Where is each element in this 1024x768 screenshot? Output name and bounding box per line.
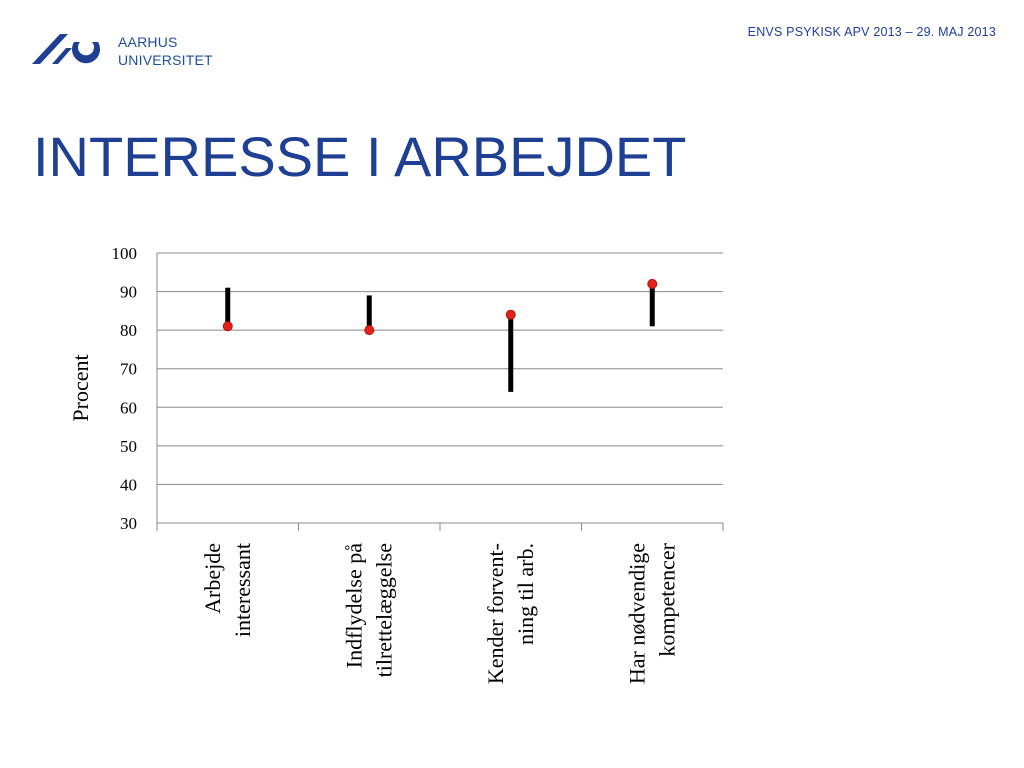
x-category-label: Har nødvendige kompetencer <box>624 542 679 684</box>
university-logo <box>30 30 102 68</box>
aarhus-seal-icon <box>32 34 100 64</box>
y-tick-label: 80 <box>120 321 137 340</box>
y-tick-label: 40 <box>120 475 137 494</box>
university-name: AARHUS UNIVERSITET <box>118 33 213 69</box>
y-tick-label: 50 <box>120 437 137 456</box>
y-tick-label: 60 <box>120 398 137 417</box>
x-category-label-line: interessant <box>230 543 255 637</box>
data-point <box>222 321 233 332</box>
y-axis-label: Procent <box>68 354 93 421</box>
x-category-label-line: Arbejde <box>200 543 225 614</box>
x-category-label: Indflydelse på tilrettelæggelse <box>341 543 396 678</box>
x-category-label-line: Indflydelse på <box>341 543 366 668</box>
y-tick-label: 100 <box>112 244 138 263</box>
x-category-label: Arbejde interessant <box>200 543 255 637</box>
y-tick-label: 30 <box>120 514 137 533</box>
presentation-info: ENVS PSYKISK APV 2013 – 29. MAJ 2013 <box>747 25 996 39</box>
data-point <box>505 309 516 320</box>
university-name-line2: UNIVERSITET <box>118 52 213 68</box>
x-category-label-line: Kender forvent- <box>483 543 508 684</box>
x-category-label-line: kompetencer <box>654 542 679 656</box>
slide-title: INTERESSE I ARBEJDET <box>33 125 687 188</box>
x-category-label-line: Har nødvendige <box>624 543 649 684</box>
data-point <box>364 325 375 336</box>
x-category-label-line: ning til arb. <box>513 543 538 645</box>
x-category-label: Kender forvent-ning til arb. <box>483 543 538 684</box>
university-name-line1: AARHUS <box>118 34 178 50</box>
y-tick-label: 90 <box>120 283 137 302</box>
y-tick-label: 70 <box>120 360 137 379</box>
data-point <box>647 278 658 289</box>
x-category-label-line: tilrettelæggelse <box>371 543 396 677</box>
